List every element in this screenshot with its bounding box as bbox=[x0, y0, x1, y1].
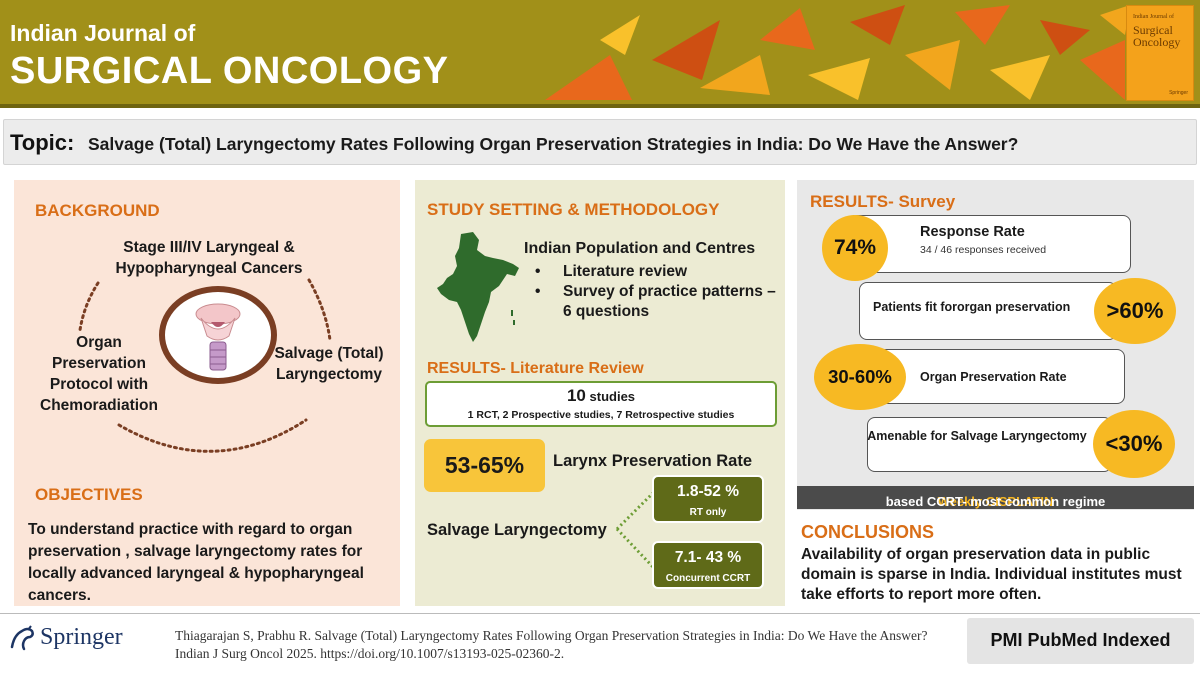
preservation-rate-box: 53-65% bbox=[424, 439, 545, 492]
larynx-illustration bbox=[159, 286, 277, 384]
studies-count-line: 10 studies bbox=[427, 386, 775, 406]
methodology-heading: STUDY SETTING & METHODOLOGY bbox=[427, 200, 720, 219]
salvage-laryngectomy-text: Salvage (Total) Laryngectomy bbox=[274, 345, 384, 383]
studies-word: studies bbox=[589, 389, 636, 404]
ccrt-label: Concurrent CCRT bbox=[665, 573, 751, 584]
journal-name-line2: SURGICAL ONCOLOGY bbox=[10, 50, 449, 92]
topic-title: Salvage (Total) Laryngectomy Rates Follo… bbox=[88, 134, 1019, 154]
regime-bar: Weekly CISPLATIN based CCRT- most common… bbox=[797, 486, 1194, 509]
response-rate-detail: 34 / 46 responses received bbox=[920, 244, 1047, 256]
cycle-dotted-arrows bbox=[78, 278, 332, 453]
background-heading: BACKGROUND bbox=[35, 201, 160, 220]
response-rate-title: Response Rate bbox=[920, 224, 1025, 240]
list-item: • Survey of practice patterns – 6 questio… bbox=[535, 282, 783, 322]
background-objectives-panel: BACKGROUND Stage III/IV Laryngeal & Hypo… bbox=[14, 180, 400, 606]
methodology-panel: STUDY SETTING & METHODOLOGY Indian Popul… bbox=[415, 180, 785, 606]
ccrt-box: 7.1- 43 % Concurrent CCRT bbox=[652, 541, 764, 589]
cover-small-title: Indian Journal of bbox=[1133, 14, 1174, 20]
preservation-rate-value: 53-65% bbox=[444, 452, 525, 478]
bullet: • bbox=[535, 263, 541, 280]
india-map-icon bbox=[437, 232, 519, 342]
objectives-text: To understand practice with regard to or… bbox=[28, 521, 364, 604]
fit-patients-value: >60% bbox=[1094, 278, 1176, 344]
branch-connector bbox=[615, 491, 655, 569]
pubmed-indexed-badge: PMI PubMed Indexed bbox=[967, 618, 1194, 664]
organ-preservation-text: Organ Preservation Protocol with Chemora… bbox=[40, 334, 158, 414]
literature-heading: RESULTS- Literature Review bbox=[427, 360, 644, 377]
topic-bar: Topic: Salvage (Total) Laryngectomy Rate… bbox=[3, 119, 1197, 165]
journal-name-line1: Indian Journal of bbox=[10, 20, 196, 46]
survey-results-panel: RESULTS- Survey 74% Response Rate 34 / 4… bbox=[797, 180, 1194, 510]
cover-title: Surgical Oncology bbox=[1133, 23, 1181, 49]
larynx-icon bbox=[195, 303, 241, 371]
regime-rest: based CCRT- most common regime bbox=[885, 494, 1106, 509]
list-item: • Literature review bbox=[535, 262, 783, 282]
journal-cover-image: Indian Journal of Surgical Oncology Spri… bbox=[1126, 5, 1194, 101]
amenable-salvage-box bbox=[867, 417, 1112, 472]
response-rate-value: 74% bbox=[822, 215, 888, 281]
studies-count: 10 bbox=[566, 386, 586, 405]
organ-preservation-label: Organ Preservation Rate bbox=[920, 370, 1067, 384]
header-stripe bbox=[0, 104, 1200, 108]
response-rate-box bbox=[847, 215, 1131, 273]
citation-text: Thiagarajan S, Prabhu R. Salvage (Total)… bbox=[175, 628, 928, 661]
fit-patients-label: Patients fit fororgan preservation bbox=[873, 300, 1071, 314]
stage-text: Stage III/IV Laryngeal & Hypopharyngeal … bbox=[115, 239, 303, 277]
footer-divider bbox=[0, 613, 1200, 614]
conclusions-text: Availability of organ preservation data … bbox=[801, 546, 1182, 603]
conclusions-heading: CONCLUSIONS bbox=[801, 522, 935, 542]
list-item-label: Literature review bbox=[563, 263, 688, 280]
rt-only-value: 1.8-52 % bbox=[676, 483, 740, 500]
rt-only-box: 1.8-52 % RT only bbox=[652, 475, 764, 523]
objectives-heading: OBJECTIVES bbox=[35, 485, 143, 504]
pubmed-indexed-label: PMI PubMed Indexed bbox=[990, 630, 1171, 650]
organ-preservation-value: 30-60% bbox=[814, 344, 906, 410]
salvage-laryngectomy-label: Salvage Laryngectomy bbox=[427, 521, 607, 539]
amenable-salvage-label: Amenable for Salvage Laryngectomy bbox=[867, 429, 1087, 443]
list-item-label: Survey of practice patterns – 6 question… bbox=[563, 283, 776, 320]
journal-header: Indian Journal of SURGICAL ONCOLOGY Indi… bbox=[0, 0, 1200, 108]
ccrt-value: 7.1- 43 % bbox=[674, 549, 742, 566]
studies-box: 10 studies 1 RCT, 2 Prospective studies,… bbox=[425, 381, 777, 427]
preservation-rate-label: Larynx Preservation Rate bbox=[553, 452, 753, 470]
fit-patients-box bbox=[859, 282, 1117, 340]
bullet: • bbox=[535, 283, 541, 300]
cover-publisher: Springer bbox=[1169, 90, 1188, 96]
amenable-salvage-value: <30% bbox=[1093, 410, 1175, 478]
rt-only-label: RT only bbox=[689, 507, 727, 518]
topic-label: Topic: bbox=[10, 130, 75, 155]
springer-logo-text: Springer bbox=[40, 624, 123, 650]
methodology-list: • Literature review • Survey of practice p… bbox=[535, 262, 783, 322]
studies-detail: 1 RCT, 2 Prospective studies, 7 Retrospe… bbox=[467, 409, 735, 421]
springer-horse-icon bbox=[10, 625, 34, 651]
population-title: Indian Population and Centres bbox=[524, 240, 756, 257]
survey-heading: RESULTS- Survey bbox=[810, 192, 956, 211]
regime-highlight: Weekly CISPLATIN bbox=[937, 494, 1054, 509]
decorative-triangles bbox=[545, 5, 1130, 100]
